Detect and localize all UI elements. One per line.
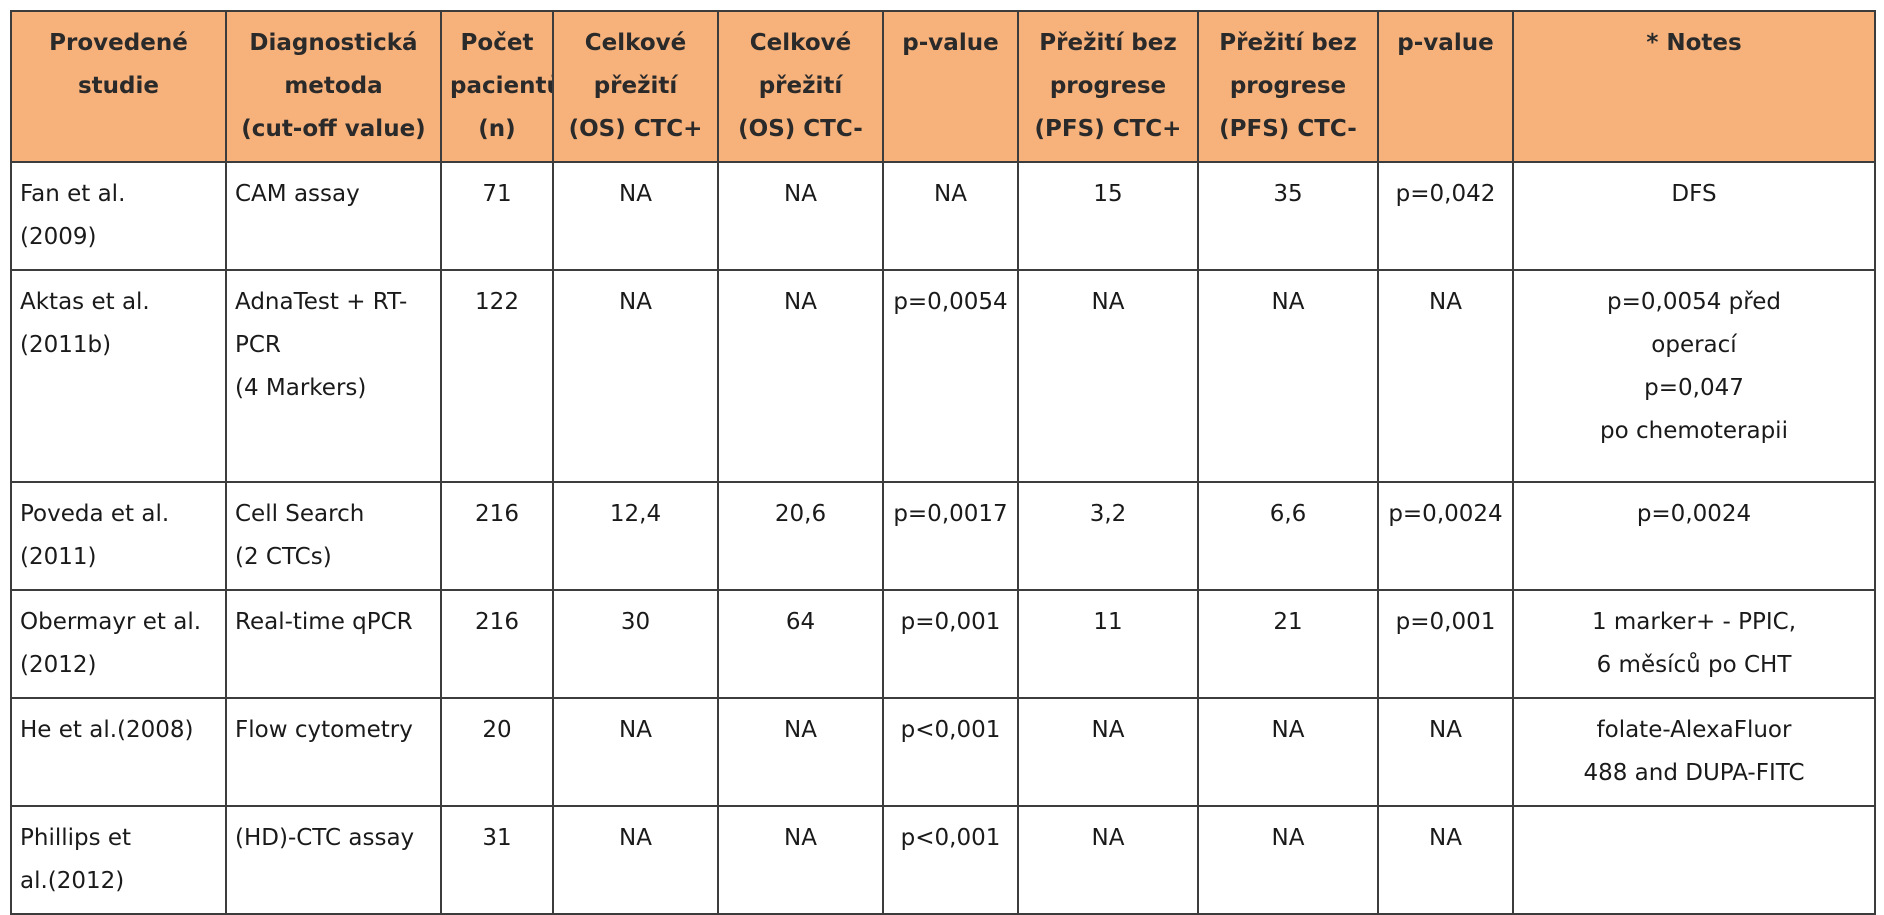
cell-os-neg: NA	[717, 805, 884, 915]
cell-n: 122	[440, 269, 554, 483]
cell-pfs-neg: 21	[1197, 589, 1379, 699]
cell-study: Obermayr et al. (2012)	[10, 589, 227, 699]
cell-p-pfs: NA	[1377, 805, 1514, 915]
cell-pfs-pos: NA	[1017, 269, 1199, 483]
table-row: He et al.(2008) Flow cytometry 20 NA NA …	[10, 697, 1876, 807]
table-row: Obermayr et al. (2012) Real-time qPCR 21…	[10, 589, 1876, 699]
cell-os-pos: NA	[552, 805, 719, 915]
cell-study: Aktas et al. (2011b)	[10, 269, 227, 483]
table-row: Phillips et al.(2012) (HD)-CTC assay 31 …	[10, 805, 1876, 915]
header-p-value-os: p-value	[882, 10, 1019, 163]
header-row: Provedené studie Diagnostická metoda (cu…	[10, 10, 1876, 163]
cell-study: He et al.(2008)	[10, 697, 227, 807]
cell-pfs-pos: NA	[1017, 697, 1199, 807]
cell-method: Real-time qPCR	[225, 589, 442, 699]
cell-p-os: p=0,001	[882, 589, 1019, 699]
table-row: Fan et al. (2009) CAM assay 71 NA NA NA …	[10, 161, 1876, 271]
cell-pfs-pos: 3,2	[1017, 481, 1199, 591]
cell-os-pos: NA	[552, 269, 719, 483]
cell-n: 31	[440, 805, 554, 915]
cell-p-pfs: p=0,0024	[1377, 481, 1514, 591]
cell-method: CAM assay	[225, 161, 442, 271]
header-os-ctc-neg: Celkové přežití (OS) CTC-	[717, 10, 884, 163]
header-pfs-ctc-pos: Přežití bez progrese (PFS) CTC+	[1017, 10, 1199, 163]
cell-n: 20	[440, 697, 554, 807]
cell-notes: p=0,0024	[1512, 481, 1876, 591]
cell-os-pos: NA	[552, 697, 719, 807]
cell-os-neg: 64	[717, 589, 884, 699]
cell-pfs-pos: NA	[1017, 805, 1199, 915]
cell-pfs-pos: 11	[1017, 589, 1199, 699]
cell-os-neg: 20,6	[717, 481, 884, 591]
cell-p-os: p<0,001	[882, 697, 1019, 807]
header-notes: * Notes	[1512, 10, 1876, 163]
cell-method: (HD)-CTC assay	[225, 805, 442, 915]
cell-p-pfs: NA	[1377, 269, 1514, 483]
cell-pfs-neg: NA	[1197, 805, 1379, 915]
cell-p-os: NA	[882, 161, 1019, 271]
table-row: Aktas et al. (2011b) AdnaTest + RT- PCR …	[10, 269, 1876, 483]
cell-os-neg: NA	[717, 161, 884, 271]
cell-os-neg: NA	[717, 269, 884, 483]
cell-p-os: p=0,0017	[882, 481, 1019, 591]
cell-n: 216	[440, 481, 554, 591]
cell-method: Flow cytometry	[225, 697, 442, 807]
cell-pfs-neg: 35	[1197, 161, 1379, 271]
cell-p-os: p<0,001	[882, 805, 1019, 915]
cell-notes: DFS	[1512, 161, 1876, 271]
table-container: Provedené studie Diagnostická metoda (cu…	[10, 10, 1876, 915]
cell-pfs-neg: NA	[1197, 697, 1379, 807]
header-study: Provedené studie	[10, 10, 227, 163]
cell-p-pfs: NA	[1377, 697, 1514, 807]
cell-os-pos: 12,4	[552, 481, 719, 591]
cell-pfs-neg: 6,6	[1197, 481, 1379, 591]
header-patient-count: Počet pacientů (n)	[440, 10, 554, 163]
cell-notes: folate-AlexaFluor 488 and DUPA-FITC	[1512, 697, 1876, 807]
cell-study: Phillips et al.(2012)	[10, 805, 227, 915]
cell-p-pfs: p=0,042	[1377, 161, 1514, 271]
cell-method: Cell Search (2 CTCs)	[225, 481, 442, 591]
cell-os-neg: NA	[717, 697, 884, 807]
cell-n: 216	[440, 589, 554, 699]
cell-notes	[1512, 805, 1876, 915]
cell-pfs-pos: 15	[1017, 161, 1199, 271]
cell-study: Fan et al. (2009)	[10, 161, 227, 271]
header-p-value-pfs: p-value	[1377, 10, 1514, 163]
cell-method: AdnaTest + RT- PCR (4 Markers)	[225, 269, 442, 483]
ctc-studies-table: Provedené studie Diagnostická metoda (cu…	[10, 10, 1876, 915]
table-row: Poveda et al. (2011) Cell Search (2 CTCs…	[10, 481, 1876, 591]
cell-study: Poveda et al. (2011)	[10, 481, 227, 591]
header-method: Diagnostická metoda (cut-off value)	[225, 10, 442, 163]
cell-notes: p=0,0054 před operací p=0,047 po chemote…	[1512, 269, 1876, 483]
header-os-ctc-pos: Celkové přežití (OS) CTC+	[552, 10, 719, 163]
cell-p-os: p=0,0054	[882, 269, 1019, 483]
cell-pfs-neg: NA	[1197, 269, 1379, 483]
cell-p-pfs: p=0,001	[1377, 589, 1514, 699]
cell-os-pos: NA	[552, 161, 719, 271]
cell-os-pos: 30	[552, 589, 719, 699]
cell-notes: 1 marker+ - PPIC, 6 měsíců po CHT	[1512, 589, 1876, 699]
cell-n: 71	[440, 161, 554, 271]
header-pfs-ctc-neg: Přežití bez progrese (PFS) CTC-	[1197, 10, 1379, 163]
